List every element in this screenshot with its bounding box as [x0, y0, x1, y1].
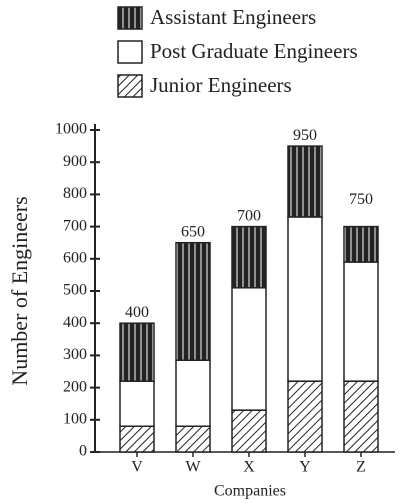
y-tick-label: 0: [79, 443, 87, 460]
bar-segment: [231, 287, 267, 411]
bar-segment: [175, 425, 211, 453]
x-tick-label: W: [185, 459, 201, 476]
bar-segment: [343, 225, 379, 263]
x-tick-label: Z: [356, 459, 366, 476]
legend-label: Junior Engineers: [150, 73, 292, 97]
bar-segment: [175, 359, 211, 427]
y-tick-label: 800: [63, 185, 87, 202]
bar-segment: [119, 425, 155, 453]
y-tick-label: 1000: [55, 121, 87, 138]
total-label: 700: [237, 207, 261, 224]
bar-segment: [343, 261, 379, 382]
bar-segment: [119, 380, 155, 427]
legend-swatch: [117, 6, 143, 30]
legend-swatch: [117, 40, 143, 64]
bar-segment: [119, 322, 155, 382]
total-label: 400: [125, 304, 149, 321]
y-tick-label: 200: [63, 378, 87, 395]
y-axis-label: Number of Engineers: [7, 196, 32, 385]
bar-segment: [231, 409, 267, 453]
legend-label: Post Graduate Engineers: [150, 39, 358, 63]
bar-segment: [287, 216, 323, 382]
bar-segment: [231, 225, 267, 289]
y-tick-label: 900: [63, 153, 87, 170]
y-tick-label: 500: [63, 282, 87, 299]
y-tick-label: 400: [63, 314, 87, 331]
x-tick-label: Y: [299, 459, 311, 476]
y-tick-label: 100: [63, 410, 87, 427]
bar-segment: [175, 241, 211, 361]
legend-swatch: [117, 74, 143, 98]
x-tick-label: X: [243, 459, 255, 476]
x-tick-label: V: [131, 459, 143, 476]
bar-segment: [287, 145, 323, 218]
total-label: 650: [181, 223, 205, 240]
y-tick-label: 700: [63, 217, 87, 234]
x-axis-label: Companies: [214, 483, 286, 500]
y-tick-label: 300: [63, 346, 87, 363]
bar-segment: [287, 380, 323, 453]
legend-label: Assistant Engineers: [150, 5, 316, 29]
y-tick-label: 600: [63, 249, 87, 266]
total-label: 950: [293, 127, 317, 144]
total-label: 750: [349, 191, 373, 208]
bar-segment: [343, 380, 379, 453]
